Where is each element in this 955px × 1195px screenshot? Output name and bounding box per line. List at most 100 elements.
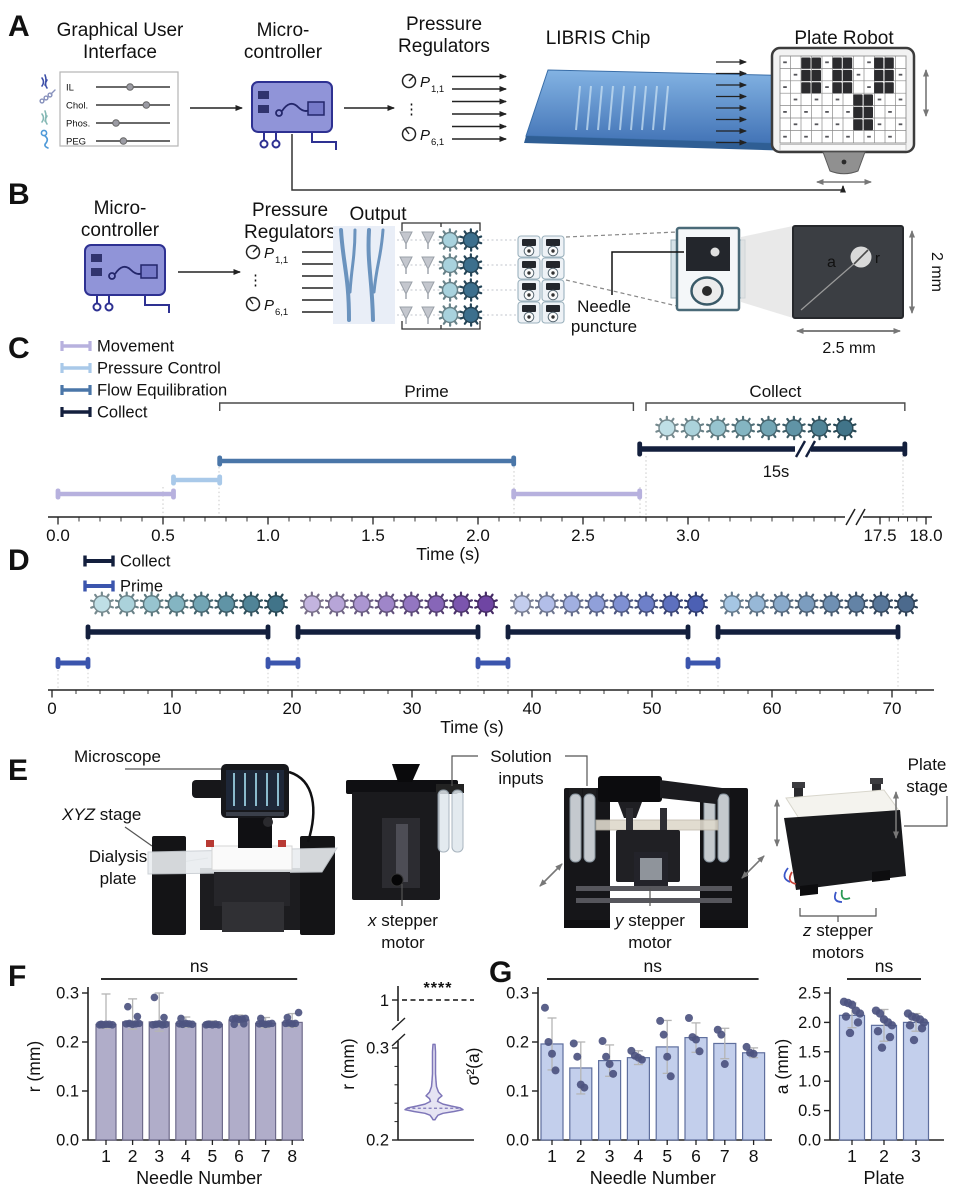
liposome-icon (634, 591, 659, 617)
liposome-icon (214, 591, 239, 617)
panel-e: Microscope XYZ stage Dialysis plate (61, 747, 948, 962)
data-point (909, 1035, 919, 1045)
significance-label: ns (875, 956, 894, 976)
panel-a: Graphical User Interface IL Chol. Phos. PEG… (39, 14, 929, 193)
data-point (598, 1037, 607, 1046)
vertical-ellipsis: ⋮ (248, 272, 263, 289)
data-point (160, 1013, 168, 1022)
liposome-icon (164, 591, 189, 617)
legend-item: Collect (97, 404, 148, 422)
il-icon (41, 74, 48, 89)
solution-tube (437, 789, 450, 853)
slider-label: Chol. (66, 101, 88, 112)
significance-label: ns (190, 956, 209, 976)
svg-text:motor: motor (381, 933, 425, 952)
x-tick: 3 (605, 1146, 615, 1166)
liposome-icon (844, 591, 869, 617)
plate-stage-label: Plate (908, 755, 947, 774)
y-axis-title: r (mm) (338, 1038, 358, 1090)
data-point (135, 1019, 143, 1028)
x-tick: 2.5 (571, 526, 595, 545)
x-tick: 7 (720, 1146, 730, 1166)
liposome-icon (680, 415, 705, 441)
gui-sliders[interactable]: IL Chol. Phos. PEG (66, 83, 170, 148)
data-point (108, 1021, 117, 1029)
liposome-icon (459, 253, 483, 277)
svg-text:plate: plate (100, 869, 137, 888)
liposome-icon (459, 303, 483, 327)
panel-d-label: D (8, 544, 30, 577)
svg-text:1,1: 1,1 (275, 255, 288, 266)
well-plate-columns (517, 235, 565, 324)
x-tick: 8 (749, 1146, 759, 1166)
data-point (917, 1024, 927, 1033)
data-point (133, 1012, 142, 1021)
chip-title: LIBRIS Chip (546, 28, 651, 49)
peg-icon (40, 129, 49, 149)
zoomed-well (670, 226, 746, 312)
micro-title-a: Micro- (257, 20, 310, 41)
x-axis-title: Plate (863, 1168, 904, 1188)
z-stage-photo (774, 778, 906, 903)
y-tick: 0.2 (506, 1034, 529, 1052)
phase-bracket-label: Prime (404, 382, 448, 401)
liposome-icon (114, 591, 139, 617)
data-point (150, 993, 159, 1002)
y-axis-title: r (mm) (24, 1041, 44, 1093)
svg-text:1,1: 1,1 (431, 84, 444, 95)
liposome-icon (374, 591, 399, 617)
data-point (656, 1016, 665, 1025)
gauge-icon (401, 73, 417, 89)
svg-text:P: P (420, 74, 430, 91)
slider-knob[interactable] (112, 119, 120, 127)
regulators-title-a: Pressure (406, 14, 482, 35)
liposome-icon (559, 591, 584, 617)
slider-knob[interactable] (142, 101, 151, 109)
x-stepper-label: x stepper (367, 911, 438, 930)
solution-tube (569, 793, 582, 863)
slider-knob[interactable] (119, 137, 128, 145)
phospholipid-icon (41, 110, 48, 125)
gauge-icon (245, 244, 261, 260)
xyz-stage-label: XYZ stage (61, 805, 141, 824)
cholesterol-icon (39, 89, 56, 104)
x-tick: 10 (163, 699, 182, 718)
liposome-icon (438, 253, 462, 277)
z-stepper-label: z stepper (802, 921, 873, 940)
data-point (240, 1020, 248, 1028)
liposome-icon (438, 303, 462, 327)
y-tick: 0.2 (366, 1132, 389, 1150)
data-point (855, 1009, 865, 1018)
y-tick: 0.3 (506, 985, 529, 1003)
zoom-guide-line (565, 231, 678, 238)
slider-knob[interactable] (126, 83, 134, 91)
solution-tube (583, 793, 596, 863)
zoom-guide-line (565, 279, 678, 307)
y-travel-arrow (741, 855, 765, 879)
svg-text:inputs: inputs (498, 769, 543, 788)
svg-text:P: P (264, 297, 274, 314)
chamber-photo: a r (792, 225, 904, 319)
r-label: r (875, 250, 880, 267)
liposome-icon (239, 591, 264, 617)
panel-c-label: C (8, 332, 30, 365)
svg-text:6,1: 6,1 (431, 137, 444, 148)
chip-channels (575, 85, 669, 131)
data-point (569, 1039, 578, 1048)
panel-a-label: A (8, 10, 30, 43)
lipid-icons (39, 74, 56, 149)
x-tick: 0 (47, 699, 56, 718)
bar (741, 1052, 766, 1141)
panel-d-timeline: Collect Prime 0 10 20 30 40 50 60 70 Time (s) (47, 553, 934, 737)
violin-shape (404, 1043, 464, 1121)
legend-item: Pressure Control (97, 360, 221, 378)
data-point (573, 1052, 582, 1061)
libris-chip-photo (524, 69, 807, 151)
gauge-icon (401, 126, 417, 142)
y-stage-photo (539, 776, 765, 928)
dialysis-plate-label: Dialysis (89, 847, 148, 866)
bar (95, 1023, 117, 1141)
slider-label: IL (66, 83, 74, 94)
x-tick: 2 (879, 1146, 889, 1166)
liposome-icon (474, 591, 498, 617)
